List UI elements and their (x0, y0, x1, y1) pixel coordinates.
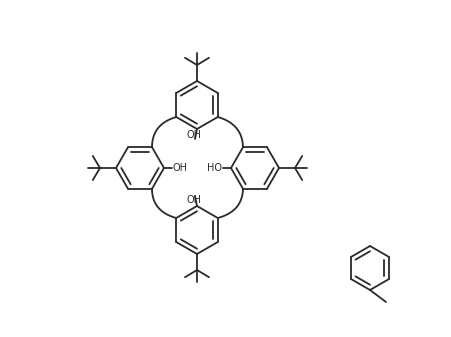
Text: OH: OH (173, 163, 188, 173)
Text: OH: OH (186, 195, 201, 205)
Text: OH: OH (186, 130, 201, 140)
Text: HO: HO (207, 163, 221, 173)
